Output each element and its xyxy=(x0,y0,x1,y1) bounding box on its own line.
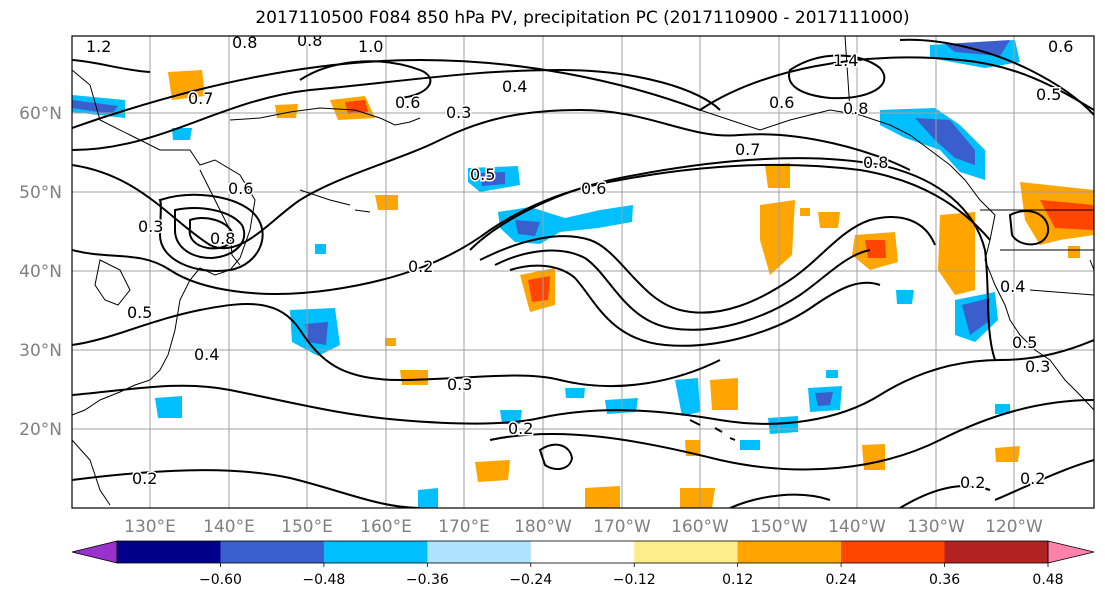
colorbar-segment xyxy=(737,541,842,563)
longitude-label: 160°E xyxy=(360,517,412,537)
contour-label: 0.2 xyxy=(508,419,533,438)
longitude-label: 160°W xyxy=(671,517,729,537)
colorbar-segment xyxy=(117,541,221,563)
latitude-label: 50°N xyxy=(19,183,62,203)
contour-label: 0.2 xyxy=(1020,469,1045,488)
contour-label: 0.2 xyxy=(408,257,433,276)
colorbar-tick-label: −0.12 xyxy=(613,572,656,588)
colorbar-tick-label: −0.60 xyxy=(199,572,242,588)
contour-label: 0.4 xyxy=(1000,277,1025,296)
colorbar-segment xyxy=(220,541,325,563)
precip-positive-anomalies xyxy=(168,70,1094,508)
colorbar-tick-label: −0.24 xyxy=(509,572,552,588)
contour-label: 0.8 xyxy=(863,153,888,172)
colorbar-segment xyxy=(841,541,946,563)
longitude-label: 130°W xyxy=(907,517,965,537)
longitude-label: 150°W xyxy=(750,517,808,537)
colorbar-segment xyxy=(427,541,532,563)
contour-label: 0.8 xyxy=(297,31,322,50)
contour-label: 0.3 xyxy=(1025,357,1050,376)
contour-label: 0.4 xyxy=(502,77,527,96)
contour-label: 1.0 xyxy=(358,37,383,56)
contour-labels: 1.2 0.8 1.0 0.8 0.7 0.6 0.4 0.3 1.4 0.5 0.6 0.6 0.8 0… xyxy=(85,31,1075,494)
contour-label: 0.4 xyxy=(194,345,219,364)
colorbar-segment xyxy=(944,541,1049,563)
contour-label: 0.6 xyxy=(1048,37,1073,56)
latitude-label: 60°N xyxy=(19,104,62,124)
contour-label: 0.3 xyxy=(447,375,472,394)
colorbar-extend-low xyxy=(71,540,118,564)
contour-label: 0.3 xyxy=(138,217,163,236)
colorbar-tick-label: 0.24 xyxy=(826,572,857,588)
pv-contours xyxy=(72,38,1094,508)
contour-label: 0.6 xyxy=(228,179,253,198)
colorbar xyxy=(71,540,1095,564)
colorbar-extend-high xyxy=(1047,540,1095,564)
longitude-label: 120°W xyxy=(985,517,1043,537)
contour-label: 0.5 xyxy=(127,303,152,322)
contour-label: 0.5 xyxy=(1036,85,1061,104)
map-gridlines xyxy=(72,36,1094,508)
colorbar-tick-labels: −0.60 −0.48 −0.36 −0.24 −0.12 0.12 0.24 0.36 0.4… xyxy=(199,563,1064,588)
longitude-label: 170°E xyxy=(438,517,490,537)
colorbar-outline xyxy=(116,540,1049,564)
colorbar-tick-label: 0.12 xyxy=(722,572,753,588)
colorbar-tick-label: −0.36 xyxy=(406,572,449,588)
contour-label: 0.6 xyxy=(769,93,794,112)
colorbar-segment xyxy=(323,541,428,563)
contour-label: 0.7 xyxy=(735,140,760,159)
contour-label: 1.2 xyxy=(86,37,111,56)
contour-label: 0.8 xyxy=(843,99,868,118)
longitude-label: 140°E xyxy=(203,517,255,537)
colorbar-segment xyxy=(530,541,635,563)
longitude-labels: 130°E 140°E 150°E 160°E 170°E 180°W 170°W 160°W… xyxy=(124,517,1043,537)
colorbar-segment xyxy=(634,541,739,563)
longitude-label: 150°E xyxy=(281,517,333,537)
precip-negative-anomalies xyxy=(72,40,1020,508)
contour-label: 0.5 xyxy=(1012,333,1037,352)
contour-label: 0.5 xyxy=(470,165,495,184)
map-title: 2017110500 F084 850 hPa PV, precipitatio… xyxy=(255,8,910,28)
contour-label: 0.6 xyxy=(581,179,606,198)
longitude-label: 140°W xyxy=(828,517,886,537)
contour-label: 0.6 xyxy=(395,93,420,112)
latitude-label: 30°N xyxy=(19,341,62,361)
contour-label: 0.2 xyxy=(132,469,157,488)
contour-label: 0.2 xyxy=(960,473,985,492)
map-frame xyxy=(71,35,1095,509)
colorbar-tick-label: −0.48 xyxy=(302,572,345,588)
contour-label: 0.3 xyxy=(446,103,471,122)
contour-label: 0.8 xyxy=(210,229,235,248)
longitude-label: 180°W xyxy=(514,517,572,537)
longitude-label: 130°E xyxy=(124,517,176,537)
longitude-label: 170°W xyxy=(593,517,651,537)
colorbar-tick-label: 0.36 xyxy=(929,572,960,588)
contour-label: 0.8 xyxy=(232,33,257,52)
coastlines xyxy=(72,36,1094,506)
colorbar-tick-label: 0.48 xyxy=(1032,572,1063,588)
contour-label: 0.7 xyxy=(188,89,213,108)
latitude-label: 40°N xyxy=(19,262,62,282)
latitude-labels: 60°N 50°N 40°N 30°N 20°N xyxy=(19,104,62,440)
contour-label: 1.4 xyxy=(833,51,858,70)
latitude-label: 20°N xyxy=(19,420,62,440)
